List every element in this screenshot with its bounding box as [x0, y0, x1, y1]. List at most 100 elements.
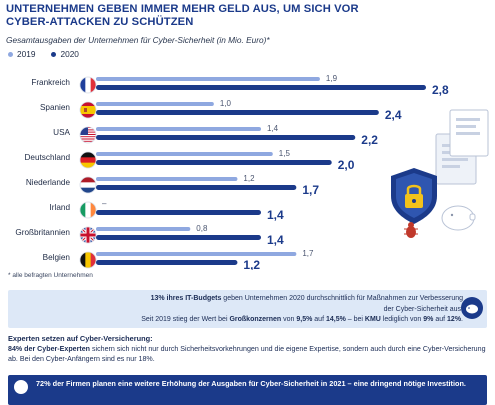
experts-text: 84% der Cyber-Experten sichern sich nich…: [8, 344, 486, 364]
chart-legend: 2019 2020: [8, 49, 95, 59]
category-label: Deutschland: [24, 153, 70, 162]
bar-2019: [96, 227, 191, 231]
info-panel-text: 13% ihres IT-Budgets geben Unternehmen 2…: [16, 294, 463, 326]
shield-lock-icon: [391, 168, 437, 224]
experts-body: sichern sich nicht nur durch Sicherheits…: [8, 345, 486, 363]
flag-usa-icon: [80, 127, 96, 143]
page-title-line-1: UNTERNEHMEN GEBEN IMMER MEHR GELD AUS, U…: [6, 3, 359, 15]
chart-row: USA 1,4 2,2: [53, 124, 378, 147]
info-panel-investment: 72% der Firmen planen eine weitere Erhöh…: [8, 375, 487, 405]
data-label-2019: 1,2: [243, 174, 255, 183]
data-label-2020: 1,7: [302, 183, 319, 197]
chart-row: Irland – 1,4: [50, 199, 284, 222]
bar-2020: [96, 135, 356, 140]
category-label: Irland: [50, 203, 71, 212]
flag-uk-icon: [80, 227, 96, 243]
chart-row: Frankreich 1,9 2,8: [31, 74, 449, 97]
chart-subtitle: Gesamtausgaben der Unternehmen für Cyber…: [6, 35, 270, 45]
info-text-line3-a: Seit 2019 stieg der Wert bei: [141, 316, 230, 323]
data-label-2019: 1,7: [302, 249, 314, 258]
info-text-line3-d: 9,5%: [296, 316, 313, 323]
experts-highlight: 84% der Cyber-Experten: [8, 345, 91, 353]
info-text-line3-j: 9%: [423, 316, 434, 323]
piggy-bank-icon: [441, 205, 476, 231]
chart-row: Niederlande 1,2 1,7: [26, 174, 320, 197]
bar-2020: [96, 160, 332, 165]
data-label-2020: 2,2: [361, 133, 378, 147]
flag-belgium-icon: [80, 252, 96, 268]
bar-2020: [96, 260, 238, 265]
legend-label-2019: 2019: [17, 49, 36, 59]
info-text-line3-b: Großkonzernen: [229, 316, 282, 323]
info-text-line3-f: 14,5%: [325, 316, 346, 323]
data-label-2019: 1,5: [279, 149, 291, 158]
bar-2020: [96, 85, 426, 90]
category-label: Niederlande: [26, 178, 71, 187]
info-text-line2: der Cyber-Sicherheit aus.: [383, 305, 463, 313]
bars-layer: Frankreich 1,9 2,8 Spanien 1,0 2,4 USA 1,4 2,2 De…: [15, 74, 449, 270]
info-text-line3-i: lediglich von: [380, 316, 424, 323]
chart-row: Deutschland 1,5 2,0: [24, 149, 354, 172]
data-label-2020: 2,0: [338, 158, 355, 172]
data-label-2020: 1,4: [267, 208, 284, 222]
footnote: * alle befragten Unternehmen: [8, 272, 93, 279]
category-label: Spanien: [40, 103, 70, 112]
info-icon: [14, 380, 28, 394]
legend-item-2020: 2020: [51, 49, 79, 59]
category-label: Belgien: [43, 253, 71, 262]
info-panel-it-budget: 13% ihres IT-Budgets geben Unternehmen 2…: [8, 290, 487, 328]
data-label-2020: 1,2: [243, 258, 260, 270]
data-label-2019: 1,0: [220, 99, 232, 108]
header: UNTERNEHMEN GEBEN IMMER MEHR GELD AUS, U…: [0, 0, 495, 32]
bar-2020: [96, 110, 379, 115]
legend-label-2020: 2020: [60, 49, 79, 59]
bar-chart: Frankreich 1,9 2,8 Spanien 1,0 2,4 USA 1,4 2,2 De…: [15, 74, 489, 270]
info-text-line3-c: von: [281, 316, 297, 323]
info-text-line1: geben Unternehmen 2020 durchschnittlich …: [221, 295, 463, 302]
flag-france-icon: [80, 77, 96, 93]
bar-2019: [96, 152, 273, 156]
data-label-2019: 0,8: [196, 224, 208, 233]
info-text-line3-l: 12%: [447, 316, 462, 323]
bar-2019: [96, 252, 297, 256]
bug-icon: [404, 222, 418, 238]
category-label: Großbritannien: [15, 228, 70, 237]
legend-swatch-2019: [8, 51, 13, 57]
data-label-2019: 1,4: [267, 124, 279, 133]
data-label-2019: –: [102, 199, 107, 208]
info-panel-investment-text: 72% der Firmen planen eine weitere Erhöh…: [36, 379, 466, 388]
document-icon: [449, 109, 489, 157]
bar-2019: [96, 127, 261, 131]
chart-row: Großbritannien 0,8 1,4: [15, 224, 284, 247]
flag-netherlands-icon: [80, 177, 96, 193]
bar-2020: [96, 210, 261, 215]
info-text-line3-g: – bei: [345, 316, 365, 323]
data-label-2019: 1,9: [326, 74, 338, 83]
info-text-line3-m: .: [461, 316, 463, 323]
bar-2020: [96, 185, 297, 190]
info-text-line3-h: KMU: [364, 316, 381, 323]
info-text-line3-e: auf: [312, 316, 326, 323]
security-illustration: [391, 109, 489, 238]
bar-2019: [96, 102, 214, 106]
chart-row: Spanien 1,0 2,4: [40, 99, 402, 122]
page-title-line-2: CYBER-ATTACKEN ZU SCHÜTZEN: [6, 16, 194, 28]
flag-ireland-icon: [80, 202, 96, 218]
chart-row: Belgien 1,7 1,2: [43, 249, 314, 270]
highlight-it-budget: 13% ihres IT-Budgets: [150, 295, 222, 302]
data-label-2020: 2,8: [432, 83, 449, 97]
category-label: Frankreich: [31, 78, 70, 87]
piggy-bank-icon: [461, 297, 483, 319]
category-label: USA: [53, 128, 70, 137]
flag-germany-icon: [80, 152, 96, 168]
bar-2020: [96, 235, 261, 240]
legend-item-2019: 2019: [8, 49, 35, 59]
legend-swatch-2020: [51, 51, 57, 57]
bar-2019: [96, 77, 320, 81]
flag-spain-icon: [80, 102, 96, 118]
experts-title: Experten setzen auf Cyber-Versicherung:: [8, 334, 153, 343]
data-label-2020: 1,4: [267, 233, 284, 247]
info-text-line3-k: auf: [433, 316, 448, 323]
data-label-2020: 2,4: [385, 108, 402, 122]
bar-2019: [96, 177, 238, 181]
